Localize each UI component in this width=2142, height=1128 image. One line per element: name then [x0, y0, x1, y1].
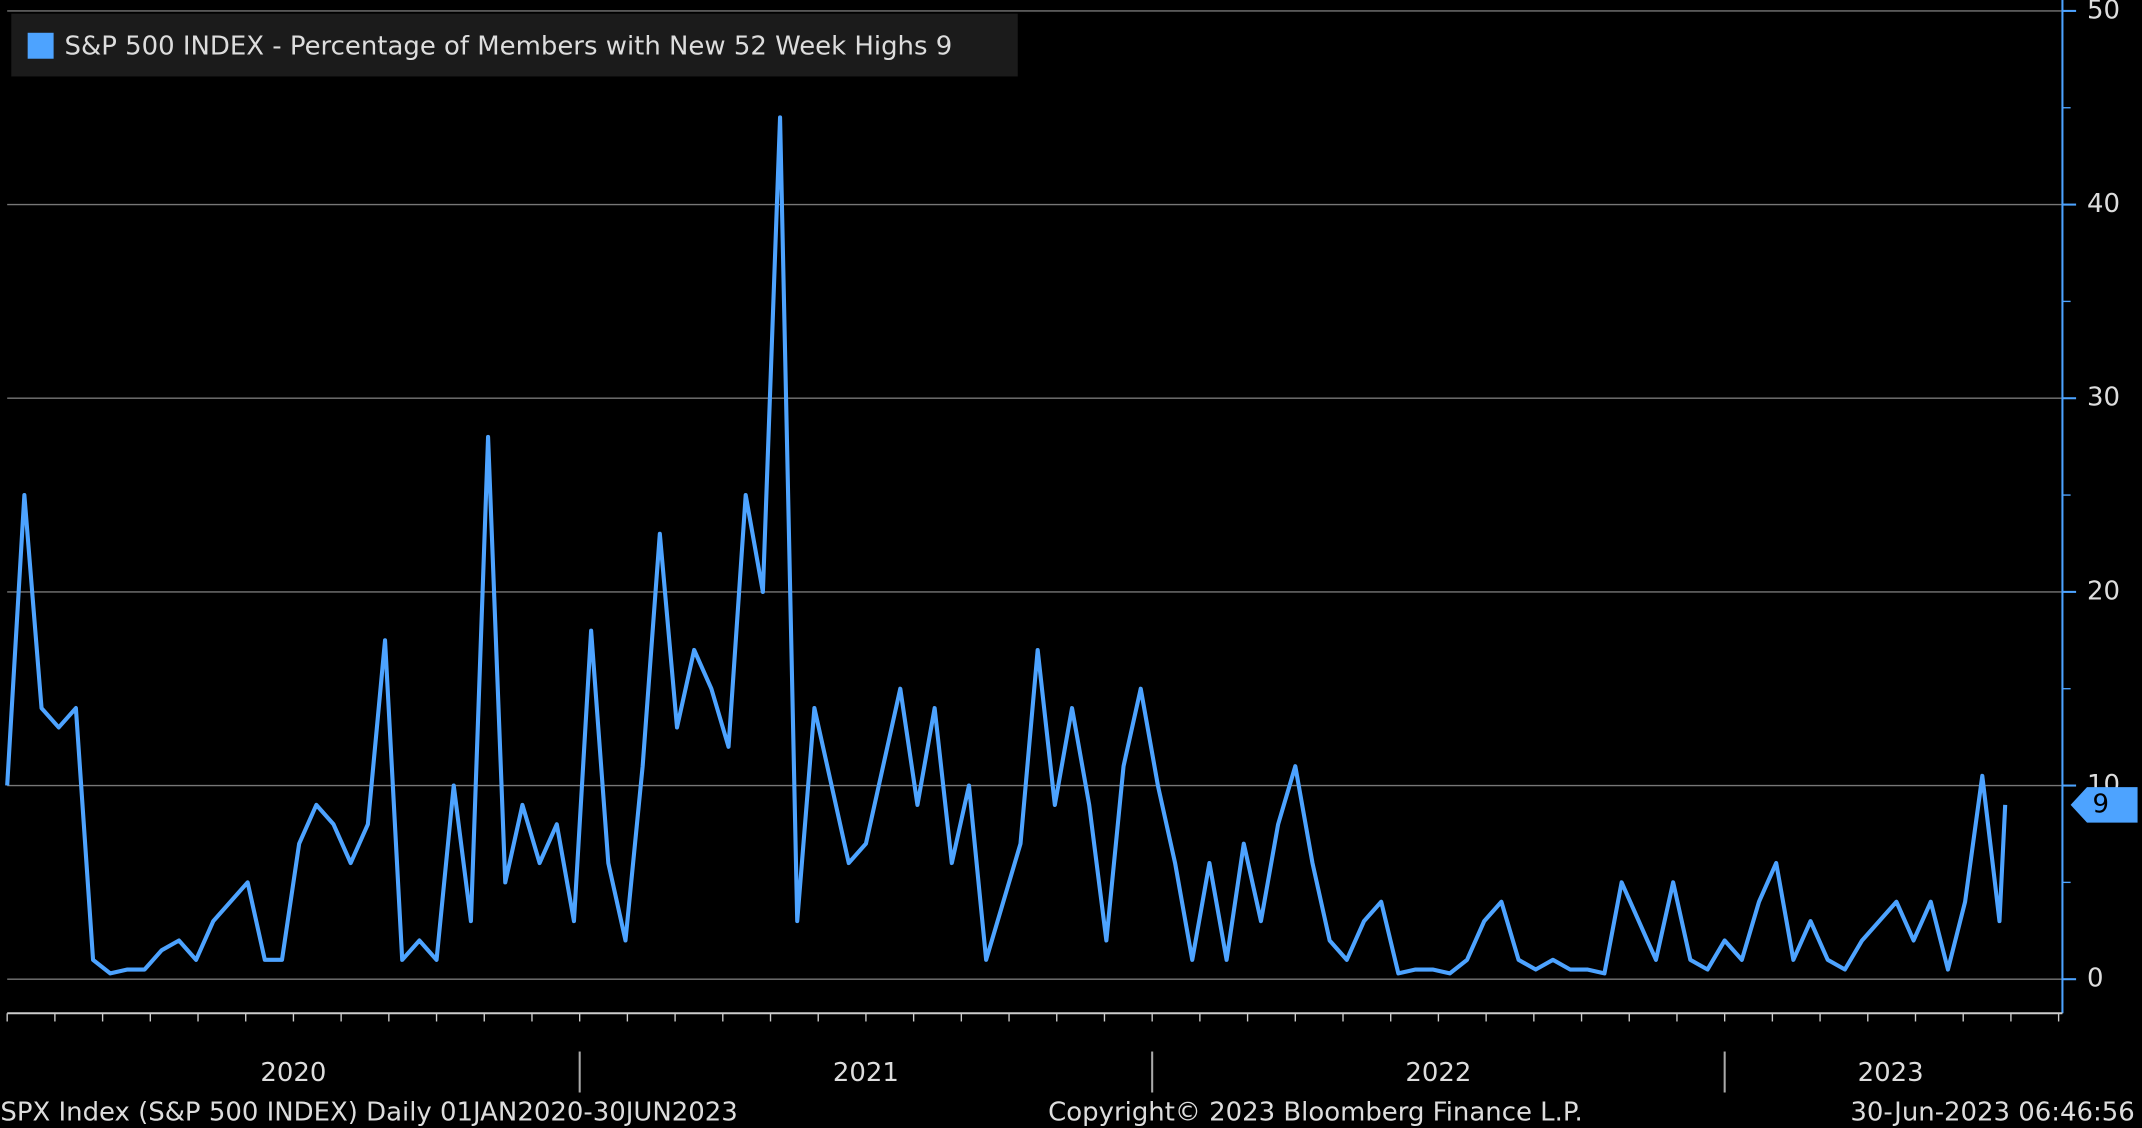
- last-value-label: 9: [2092, 789, 2109, 819]
- footer-left: SPX Index (S&P 500 INDEX) Daily 01JAN202…: [0, 1097, 737, 1127]
- legend-name: S&P 500 INDEX - Percentage of Members wi…: [65, 31, 928, 61]
- series-line: [5, 115, 2008, 976]
- y-tick-label: 40: [2087, 189, 2120, 219]
- x-tick-label: 2023: [1858, 1058, 1924, 1088]
- legend-label: S&P 500 INDEX - Percentage of Members wi…: [65, 31, 953, 61]
- legend-swatch: [27, 32, 54, 59]
- legend-box: [11, 13, 1018, 77]
- last-value-tag: [2070, 787, 2138, 823]
- y-tick-label: 20: [2087, 576, 2120, 606]
- y-tick-label: 30: [2087, 383, 2120, 413]
- y-tick-label: 50: [2087, 0, 2120, 25]
- legend-last-value: 9: [936, 31, 953, 61]
- x-tick-label: 2021: [833, 1058, 899, 1088]
- y-tick-label: 0: [2087, 964, 2104, 994]
- footer-right: 30-Jun-2023 06:46:56: [1850, 1097, 2134, 1127]
- x-tick-label: 2022: [1405, 1058, 1471, 1088]
- grid: [7, 10, 2063, 980]
- x-tick-label: 2020: [260, 1058, 326, 1088]
- footer-center: Copyright© 2023 Bloomberg Finance L.P.: [1048, 1097, 1583, 1127]
- plot: [5, 115, 2008, 976]
